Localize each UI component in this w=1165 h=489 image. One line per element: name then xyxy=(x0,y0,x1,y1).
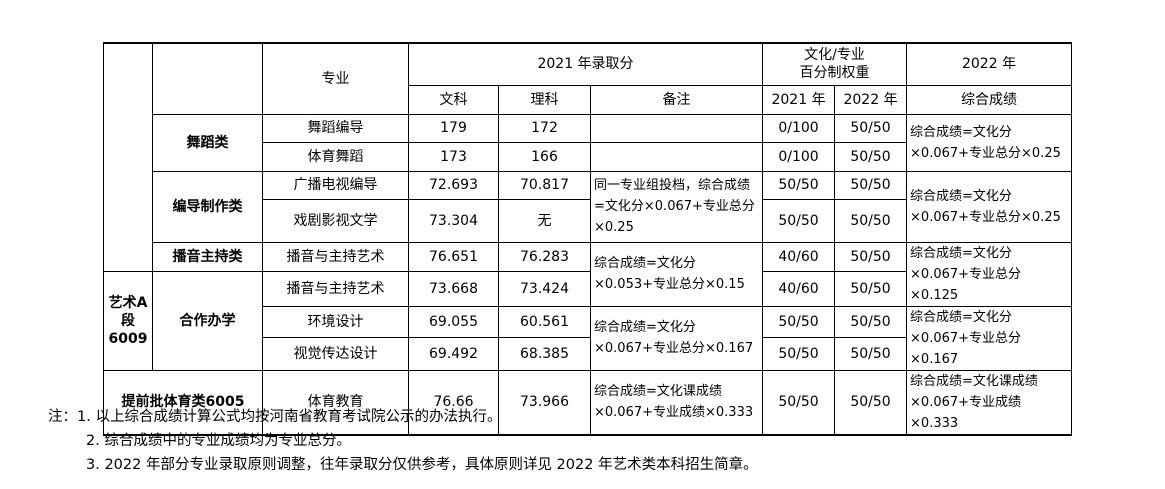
score-cell: 70.817 xyxy=(498,170,591,200)
major-cell: 播音与主持艺术 xyxy=(262,241,409,272)
weight-cell: 50/50 xyxy=(762,369,836,435)
note-cell: 综合成绩=文化分×0.053+专业总分×0.15 xyxy=(589,241,764,307)
major-cell: 体育舞蹈 xyxy=(262,141,409,172)
score-cell: 69.492 xyxy=(408,336,499,371)
category-cell: 提前批体育类6005 xyxy=(103,369,263,435)
score-cell: 73.966 xyxy=(498,369,591,435)
weight-cell: 0/100 xyxy=(762,113,836,143)
major-cell: 环境设计 xyxy=(262,305,409,338)
weight-cell: 50/50 xyxy=(834,141,908,172)
score-cell: 76.283 xyxy=(498,241,591,272)
score-cell: 60.561 xyxy=(498,305,591,338)
header-cell: 专业 xyxy=(262,42,409,115)
header-cell: 2021 年 xyxy=(762,84,836,115)
header-text: 百分制权重 xyxy=(799,65,870,82)
score-cell: 69.055 xyxy=(408,305,499,338)
score-cell: 73.304 xyxy=(408,198,499,243)
score-cell: 73.668 xyxy=(408,270,499,307)
major-cell: 视觉传达设计 xyxy=(262,336,409,371)
weight-cell: 50/50 xyxy=(834,336,908,371)
header-text: 文化/专业 xyxy=(804,47,865,64)
major-cell: 体育教育 xyxy=(262,369,409,435)
score-cell: 76.651 xyxy=(408,241,499,272)
weight-cell: 50/50 xyxy=(834,241,908,272)
note-cell: 综合成绩=文化课成绩×0.067+专业成绩×0.333 xyxy=(589,369,764,435)
formula-cell: 综合成绩=文化课成绩×0.067+专业成绩×0.333 xyxy=(906,369,1073,435)
group-cell: 艺术A段6009 xyxy=(103,270,153,371)
weight-cell: 50/50 xyxy=(762,305,836,338)
formula-cell: 综合成绩=文化分×0.067+专业总分×0.25 xyxy=(906,170,1073,243)
category-cell: 播音主持类 xyxy=(152,241,263,272)
category-cell: 合作办学 xyxy=(152,270,263,371)
weight-cell: 50/50 xyxy=(834,305,908,338)
score-cell: 68.385 xyxy=(498,336,591,371)
note-cell: 同一专业组投档，综合成绩=文化分×0.067+专业总分×0.25 xyxy=(589,170,764,243)
score-cell: 73.424 xyxy=(498,270,591,307)
weight-cell: 50/50 xyxy=(834,369,908,435)
weight-cell: 50/50 xyxy=(834,198,908,243)
major-cell: 播音与主持艺术 xyxy=(262,270,409,307)
score-cell: 72.693 xyxy=(408,170,499,200)
score-cell: 179 xyxy=(408,113,499,143)
formula-cell: 综合成绩=文化分×0.067+专业总分×0.25 xyxy=(906,113,1073,172)
note-line: 3. 2022 年部分专业录取原则调整，往年录取分仅供参考，具体原则详见 202… xyxy=(86,457,758,473)
weight-cell: 50/50 xyxy=(834,170,908,200)
header-cell: 2022 年 xyxy=(906,42,1073,86)
score-cell: 166 xyxy=(498,141,591,172)
major-cell: 舞蹈编导 xyxy=(262,113,409,143)
weight-cell: 50/50 xyxy=(834,113,908,143)
header-cell: 理科 xyxy=(498,84,591,115)
score-cell: 172 xyxy=(498,113,591,143)
header-cell: 备注 xyxy=(589,84,764,115)
blank-cell xyxy=(152,42,263,115)
blank-cell xyxy=(103,42,153,272)
weight-cell: 0/100 xyxy=(762,141,836,172)
weight-cell: 50/50 xyxy=(834,270,908,307)
weight-cell: 40/60 xyxy=(762,270,836,307)
note-line: 2. 综合成绩中的专业成绩均为专业总分。 xyxy=(86,433,351,449)
header-cell: 2021 年录取分 xyxy=(407,42,764,86)
formula-cell: 综合成绩=文化分×0.067+专业总分×0.167 xyxy=(906,305,1073,371)
weight-cell: 50/50 xyxy=(762,336,836,371)
score-table: 专业 2021 年录取分 文化/专业 百分制权重 2022 年 文科 理科 备注 … xyxy=(103,42,1073,436)
header-cell: 文科 xyxy=(408,84,499,115)
header-cell: 2022 年 xyxy=(834,84,908,115)
formula-cell: 综合成绩=文化分×0.067+专业总分×0.125 xyxy=(906,241,1073,307)
category-cell: 编导制作类 xyxy=(152,170,263,243)
header-cell: 文化/专业 百分制权重 xyxy=(762,42,908,86)
major-cell: 戏剧影视文学 xyxy=(262,198,409,243)
note-cell: 综合成绩=文化分×0.067+专业总分×0.167 xyxy=(589,305,764,371)
weight-cell: 40/60 xyxy=(762,241,836,272)
weight-cell: 50/50 xyxy=(762,170,836,200)
note-cell xyxy=(589,141,764,172)
score-cell: 无 xyxy=(498,198,591,243)
header-cell: 综合成绩 xyxy=(906,84,1073,115)
major-cell: 广播电视编导 xyxy=(262,170,409,200)
note-cell xyxy=(589,113,764,143)
note-line: 注：1. 以上综合成绩计算公式均按河南省教育考试院公示的办法执行。 xyxy=(48,409,502,425)
category-cell: 舞蹈类 xyxy=(152,113,263,172)
weight-cell: 50/50 xyxy=(762,198,836,243)
score-cell: 173 xyxy=(408,141,499,172)
